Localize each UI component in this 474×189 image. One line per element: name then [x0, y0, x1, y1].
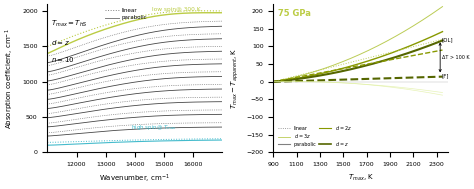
Y-axis label: Absorption coefficient, cm$^{-1}$: Absorption coefficient, cm$^{-1}$: [4, 28, 17, 129]
Legend: linear, parabolic: linear, parabolic: [103, 5, 149, 23]
Y-axis label: $T_{max} - T_{apparent}$, K: $T_{max} - T_{apparent}$, K: [229, 47, 241, 109]
Text: low spin@ 300 K: low spin@ 300 K: [153, 7, 201, 12]
Text: $T_{max} = T_{HS}$: $T_{max} = T_{HS}$: [51, 19, 88, 29]
Text: 75 GPa: 75 GPa: [278, 9, 311, 18]
Text: [DL]: [DL]: [442, 37, 454, 42]
Text: $n = 10$: $n = 10$: [51, 54, 74, 64]
Text: [F]: [F]: [442, 73, 449, 78]
Legend: linear, $d = 3z$, parabolic, $d = 2z$, , $d = z$: linear, $d = 3z$, parabolic, $d = 2z$, ,…: [276, 122, 354, 150]
Text: ΔT > 100 K: ΔT > 100 K: [442, 55, 470, 60]
X-axis label: Wavenumber, cm$^{-1}$: Wavenumber, cm$^{-1}$: [100, 173, 170, 185]
Text: $d = z$: $d = z$: [51, 38, 70, 47]
X-axis label: $T_{max}$, K: $T_{max}$, K: [347, 173, 374, 183]
Text: high spin@ $T_{max}$: high spin@ $T_{max}$: [131, 123, 178, 132]
